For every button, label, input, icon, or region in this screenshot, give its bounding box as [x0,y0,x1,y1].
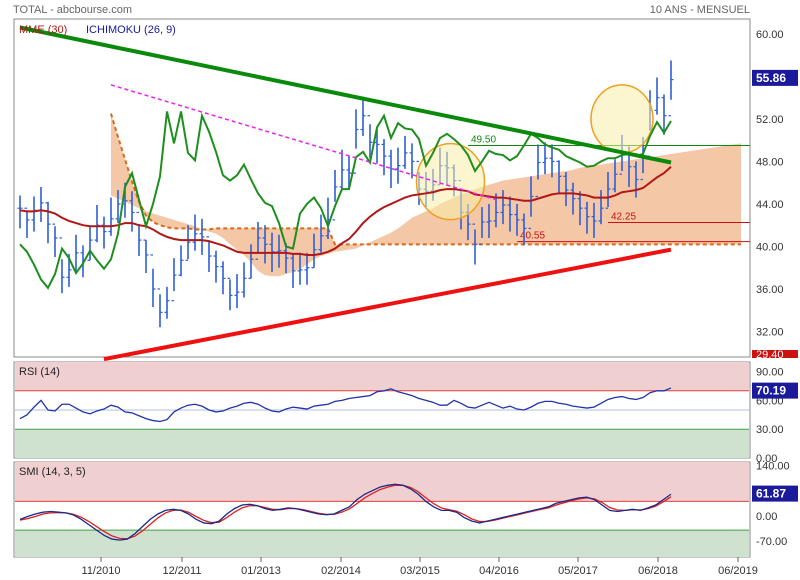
trend-line-bottom [103,247,672,362]
x-tick-label: 02/2014 [321,565,361,577]
smi-line [19,483,672,541]
x-tick-label: 06/2019 [718,565,758,577]
rsi-oversold-zone [15,429,749,458]
trend-line-top [19,25,672,165]
price-layer: 49.50 42.25 40.55 [17,25,750,362]
x-tick-label: 01/2013 [241,565,281,577]
bottom-tag: 29.40 [756,349,784,361]
bottom-tag-bg [752,350,798,358]
period-label: 10 ANS - MENSUEL [650,4,750,16]
highlight-circle [415,142,486,221]
highlight-circle [590,84,654,154]
rsi-tick-label: 30.00 [756,424,784,436]
tenkan-line [19,111,672,290]
source-title: TOTAL - abcbourse.com [13,4,132,16]
rsi-tick-label: 0.00 [756,453,777,465]
smi-layer [15,462,749,557]
legend-smi: SMI (14, 3, 5) [19,466,86,478]
x-tick-label: 12/2011 [163,565,202,577]
price-tick-label: 44.00 [756,199,784,211]
rsi-tick-label: 90.00 [756,367,784,379]
x-tick-label: 05/2017 [558,565,598,577]
price-tick-label: 52.00 [756,114,784,126]
senkou-b-line [110,113,741,246]
legend-ema: MME (30) [19,24,67,36]
ichimoku-cloud [111,113,741,277]
x-tick-label: 03/2015 [400,565,440,577]
x-tick-label: 04/2016 [479,565,519,577]
smi-tick-label: 140.00 [756,461,790,473]
smi-tick-label: -70.00 [756,536,787,548]
price-tick-label: 32.00 [756,326,784,338]
last-price-tag: 55.86 [756,71,786,85]
rsi-overbought-zone [15,362,749,391]
level-label: 42.25 [611,212,636,223]
rsi-line [19,387,672,423]
ema-line [19,166,672,256]
x-tick-label: 06/2018 [638,565,678,577]
trend-line-dashed [110,84,497,201]
rsi-value-tag-bg [752,382,798,399]
smi-tick-label: 0.00 [756,511,777,523]
last-price-tag-bg [752,69,798,86]
axis-layer: 32.0036.0040.0044.0048.0052.0056.0060.00… [82,29,798,577]
rsi-layer [15,362,749,458]
x-tick-label: 11/2010 [82,565,121,577]
smi-value-tag-bg [752,485,798,502]
price-tick-label: 48.00 [756,156,784,168]
legend-ichimoku: ICHIMOKU (26, 9) [86,24,176,36]
price-tick-label: 60.00 [756,29,784,41]
legend-rsi: RSI (14) [19,366,60,378]
smi-overbought-zone [15,462,749,502]
rsi-value-tag: 70.19 [756,384,786,398]
level-label: 40.55 [520,231,545,242]
level-label: 49.50 [471,134,496,145]
price-tick-label: 40.00 [756,241,784,253]
price-tick-label: 36.00 [756,284,784,296]
smi-oversold-zone [15,530,749,557]
smi-value-tag: 61.87 [756,487,786,501]
